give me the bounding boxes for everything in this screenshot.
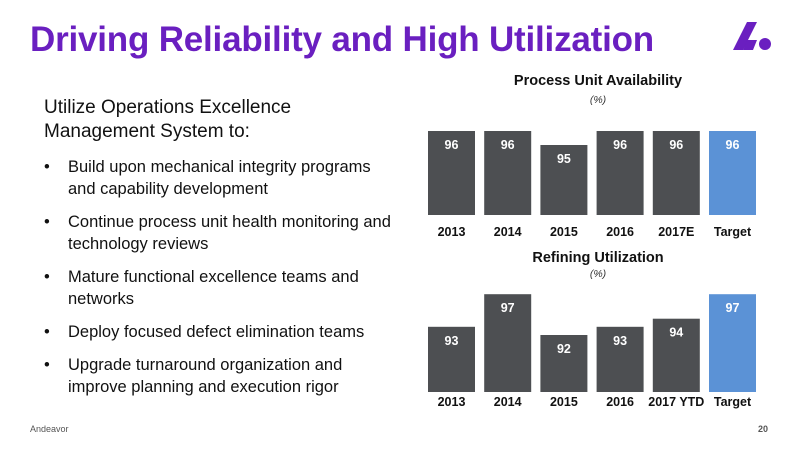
- utilization-category-label: 2017 YTD: [648, 395, 704, 409]
- utilization-data-label: 97: [726, 301, 740, 315]
- utilization-data-label: 93: [613, 334, 627, 348]
- bullet-text: Continue process unit health monitoring …: [68, 213, 391, 253]
- availability-category-label: 2015: [550, 225, 578, 239]
- bullet-text: Mature functional excellence teams and n…: [68, 268, 359, 308]
- bullet-item: • Build upon mechanical integrity program…: [44, 156, 394, 200]
- bullet-marker: •: [44, 323, 50, 341]
- utilization-category-label: Target: [714, 395, 752, 409]
- availability-bar: [652, 131, 700, 215]
- availability-data-label: 96: [501, 138, 515, 152]
- availability-data-label: 95: [557, 152, 571, 166]
- bullet-marker: •: [44, 213, 50, 231]
- availability-bar: [709, 131, 756, 215]
- bullet-item: • Deploy focused defect elimination teams: [44, 321, 394, 343]
- bullet-marker: •: [44, 356, 50, 374]
- availability-bar: [596, 131, 644, 215]
- availability-data-label: 96: [726, 138, 740, 152]
- availability-category-label: 2016: [606, 225, 634, 239]
- availability-data-label: 96: [445, 138, 459, 152]
- utilization-data-label: 97: [501, 301, 515, 315]
- bullet-item: • Upgrade turnaround organization and imp…: [44, 354, 394, 398]
- bullet-item: • Mature functional excellence teams and …: [44, 266, 394, 310]
- utilization-data-label: 94: [669, 326, 683, 340]
- availability-chart-title: Process Unit Availability: [513, 73, 683, 89]
- bullet-text: Upgrade turnaround organization and impr…: [68, 356, 343, 396]
- page-number: 20: [758, 424, 769, 434]
- availability-category-label: 2013: [438, 225, 466, 239]
- utilization-category-label: 2014: [494, 395, 522, 409]
- bullet-text: Deploy focused defect elimination teams: [68, 323, 365, 341]
- bullet-marker: •: [44, 268, 50, 286]
- availability-category-label: 2014: [494, 225, 522, 239]
- utilization-bar: [428, 326, 475, 392]
- utilization-data-label: 92: [557, 342, 571, 356]
- utilization-chart-title: Refining Utilization: [532, 250, 664, 266]
- utilization-bar: [596, 326, 644, 392]
- utilization-chart-unit: (%): [589, 268, 607, 280]
- andeavor-logo-icon: [733, 22, 771, 50]
- utilization-category-label: 2016: [606, 395, 634, 409]
- availability-category-label: 2017E: [658, 225, 694, 239]
- bullet-text: Build upon mechanical integrity programs…: [68, 158, 371, 198]
- availability-chart-unit: (%): [589, 94, 607, 106]
- availability-bar: [428, 131, 475, 215]
- utilization-bar: [652, 318, 700, 392]
- slide-title: Driving Reliability and High Utilization: [30, 20, 654, 59]
- availability-bar: [540, 145, 588, 215]
- utilization-bar: [484, 294, 532, 392]
- availability-data-label: 96: [613, 138, 627, 152]
- footer-company: Andeavor: [30, 424, 69, 434]
- bullet-marker: •: [44, 158, 50, 176]
- intro-text: Utilize Operations Excellence Management…: [44, 97, 292, 142]
- availability-category-label: Target: [714, 225, 752, 239]
- utilization-category-label: 2013: [438, 395, 466, 409]
- utilization-category-label: 2015: [550, 395, 578, 409]
- bullet-list: • Build upon mechanical integrity program…: [44, 156, 394, 409]
- availability-data-label: 96: [669, 138, 683, 152]
- availability-bar: [484, 131, 532, 215]
- utilization-bar: [709, 294, 756, 392]
- utilization-data-label: 93: [445, 334, 459, 348]
- bullet-item: • Continue process unit health monitoring…: [44, 211, 394, 255]
- utilization-bar: [540, 335, 588, 392]
